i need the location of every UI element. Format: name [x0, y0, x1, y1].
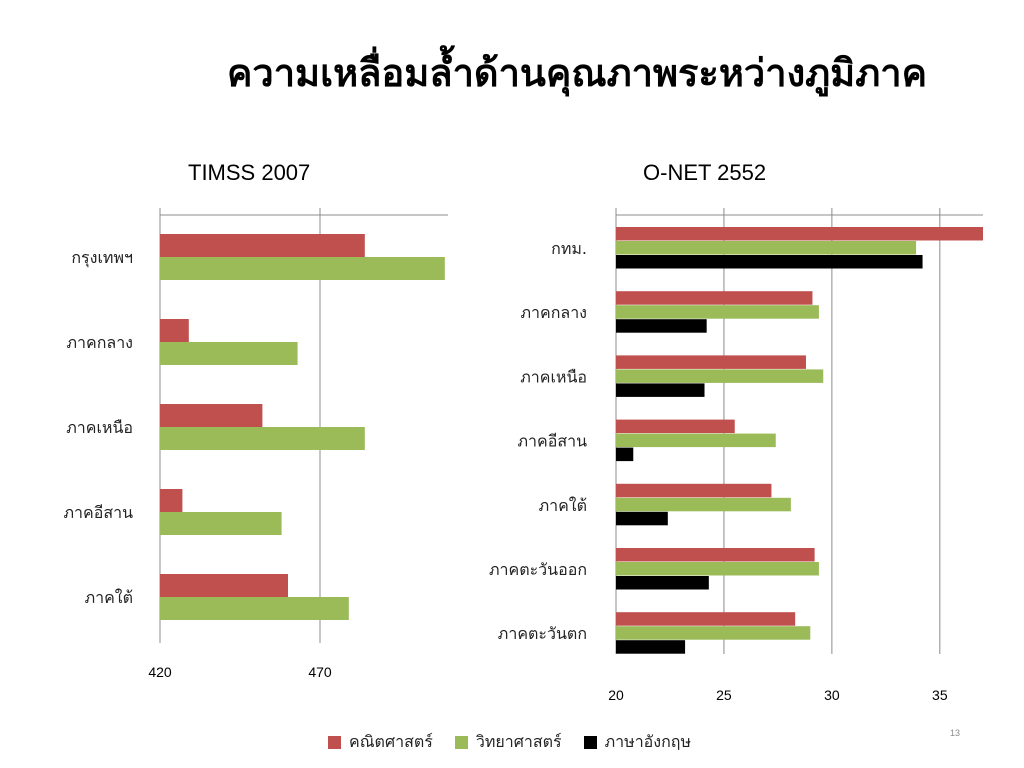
- onet-bar-math-0: [616, 227, 983, 241]
- onet-category-label-0: กทม.: [551, 239, 587, 258]
- timss-category-label-2: ภาคเหนือ: [66, 418, 133, 437]
- onet-bar-science-6: [616, 626, 811, 640]
- onet-bar-math-3: [616, 419, 735, 434]
- onet-tick-label-30: 30: [824, 687, 840, 703]
- onet-bar-english-5: [616, 576, 709, 590]
- onet-bar-english-4: [616, 511, 668, 526]
- timss-bar-science-3: [160, 512, 282, 535]
- legend-label-science: วิทยาศาสตร์: [475, 731, 562, 751]
- onet-bar-math-4: [616, 483, 772, 498]
- legend-label-english: ภาษาอังกฤษ: [604, 731, 692, 751]
- onet-tick-label-20: 20: [608, 687, 624, 703]
- onet-bar-english-3: [616, 447, 634, 462]
- timss-bar-science-0: [160, 257, 445, 280]
- legend-swatch-english: [583, 735, 597, 749]
- timss-bar-science-4: [160, 597, 349, 620]
- onet-category-label-6: ภาคตะวันตก: [498, 624, 587, 643]
- onet-bar-english-1: [616, 319, 707, 333]
- onet-bar-math-2: [616, 355, 806, 369]
- onet-category-label-1: ภาคกลาง: [520, 303, 587, 322]
- legend-item-math: คณิตศาสตร์: [328, 730, 433, 755]
- onet-bar-math-1: [616, 291, 813, 305]
- onet-bar-science-5: [616, 562, 819, 576]
- timss-bar-math-0: [160, 234, 365, 257]
- timss-bar-math-3: [160, 489, 183, 512]
- onet-tick-label-35: 35: [932, 687, 948, 703]
- chart-title-timss: TIMSS 2007: [188, 160, 311, 185]
- onet-bar-science-2: [616, 369, 824, 383]
- onet-category-label-2: ภาคเหนือ: [520, 367, 587, 386]
- onet-bar-english-0: [616, 255, 923, 269]
- onet-bar-english-6: [616, 640, 686, 654]
- timss-bar-math-1: [160, 319, 189, 342]
- timss-category-label-1: ภาคกลาง: [66, 333, 133, 352]
- page-number: 13: [950, 728, 961, 738]
- onet-category-label-3: ภาคอีสาน: [517, 432, 587, 451]
- timss-category-label-4: ภาคใต้: [85, 588, 133, 607]
- legend-label-math: คณิตศาสตร์: [349, 731, 433, 751]
- legend: คณิตศาสตร์ วิทยาศาสตร์ ภาษาอังกฤษ: [328, 730, 691, 754]
- chart-title-onet: O-NET 2552: [643, 160, 767, 185]
- onet-tick-label-25: 25: [716, 687, 732, 703]
- onet-bar-science-1: [616, 305, 819, 319]
- timss-bar-science-2: [160, 427, 365, 450]
- timss-tick-label-470: 470: [308, 664, 332, 680]
- legend-item-science: วิทยาศาสตร์: [454, 730, 562, 755]
- onet-bar-science-4: [616, 497, 791, 512]
- legend-item-english: ภาษาอังกฤษ: [583, 730, 692, 755]
- onet-bar-english-2: [616, 383, 705, 397]
- timss-category-label-3: ภาคอีสาน: [63, 503, 133, 522]
- legend-swatch-science: [454, 735, 468, 749]
- timss-bar-science-1: [160, 342, 298, 365]
- onet-category-label-5: ภาคตะวันออก: [489, 560, 587, 579]
- timss-bar-math-2: [160, 404, 263, 427]
- timss-category-label-0: กรุงเทพฯ: [71, 248, 133, 268]
- onet-bar-science-3: [616, 433, 776, 448]
- onet-category-label-4: ภาคใต้: [539, 496, 587, 515]
- slide-title: ความเหลื่อมล้ำด้านคุณภาพระหว่างภูมิภาค: [226, 50, 928, 95]
- onet-bar-math-5: [616, 548, 815, 562]
- legend-swatch-math: [328, 735, 341, 749]
- timss-tick-label-420: 420: [148, 664, 172, 680]
- onet-bar-math-6: [616, 612, 796, 626]
- onet-bar-science-0: [616, 241, 917, 255]
- timss-bar-math-4: [160, 574, 288, 597]
